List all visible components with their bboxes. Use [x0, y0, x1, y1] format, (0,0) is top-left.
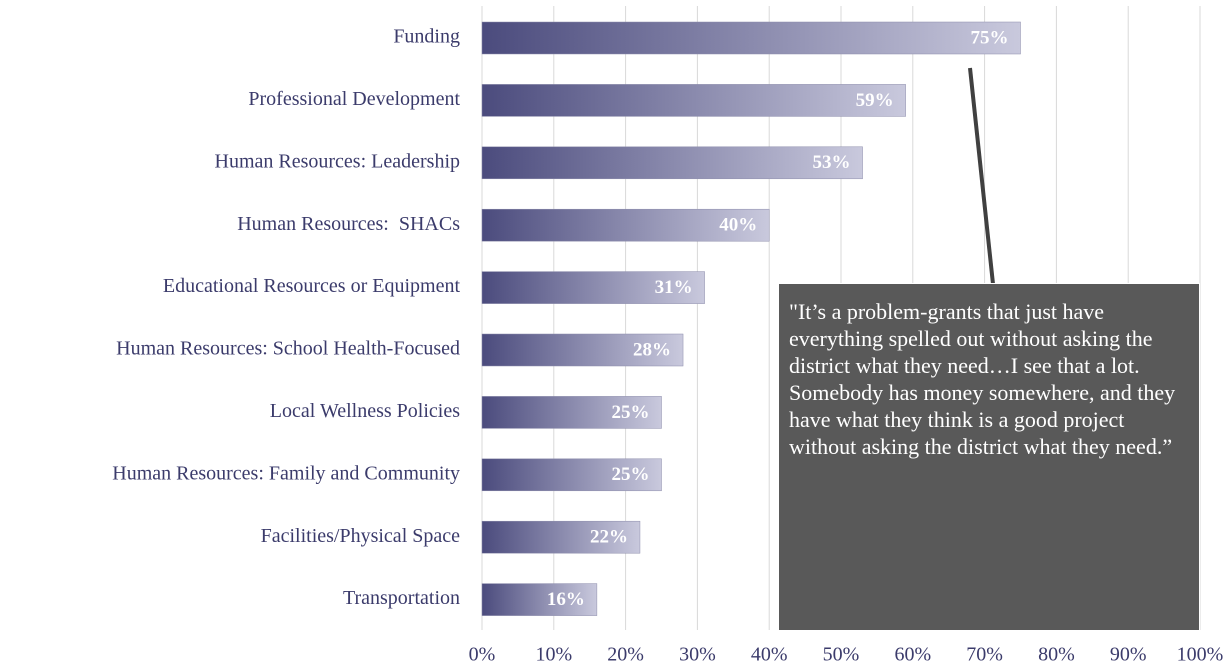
y-tick-label: Facilities/Physical Space	[261, 525, 461, 547]
y-tick-label: Human Resources: Family and Community	[112, 462, 460, 484]
value-label: 25%	[612, 464, 650, 485]
y-tick-label: Human Resources: Leadership	[215, 150, 460, 172]
bar	[481, 333, 684, 367]
callout-line	[968, 67, 995, 285]
bar	[481, 146, 863, 180]
bar	[481, 208, 770, 242]
x-tick-label: 10%	[535, 644, 572, 666]
x-tick-label: 90%	[1110, 644, 1147, 666]
y-tick-label: Professional Development	[248, 88, 460, 110]
bar	[481, 458, 662, 492]
bar	[481, 583, 598, 616]
y-tick-label: Human Resources: School Health-Focused	[116, 338, 460, 360]
value-label: 25%	[612, 402, 650, 423]
x-tick-label: 40%	[751, 644, 788, 666]
bar	[481, 520, 641, 554]
value-label: 16%	[547, 589, 585, 610]
y-tick-label: Human Resources: SHACs	[237, 213, 460, 235]
quote-box: "It’s a problem-grants that just have ev…	[778, 283, 1200, 631]
value-label: 28%	[633, 339, 671, 360]
y-tick-label: Educational Resources or Equipment	[163, 275, 461, 297]
y-tick-label: Funding	[393, 26, 460, 48]
value-label: 59%	[856, 90, 894, 111]
x-tick-label: 30%	[679, 644, 716, 666]
x-tick-label: 20%	[607, 644, 644, 666]
x-tick-label: 50%	[823, 644, 860, 666]
value-label: 75%	[971, 27, 1009, 48]
value-label: 40%	[719, 215, 757, 236]
bar	[481, 396, 662, 429]
value-label: 53%	[813, 152, 851, 173]
bar	[481, 271, 705, 304]
x-tick-label: 0%	[469, 644, 496, 666]
value-label: 31%	[655, 277, 693, 298]
bar	[481, 21, 1021, 55]
bar	[481, 84, 906, 117]
value-label: 22%	[590, 527, 628, 548]
x-tick-label: 60%	[894, 644, 931, 666]
x-tick-label: 70%	[966, 644, 1003, 666]
y-tick-label: Transportation	[343, 587, 460, 609]
y-tick-label: Local Wellness Policies	[270, 400, 460, 422]
x-tick-label: 100%	[1177, 644, 1224, 666]
x-tick-label: 80%	[1038, 644, 1075, 666]
